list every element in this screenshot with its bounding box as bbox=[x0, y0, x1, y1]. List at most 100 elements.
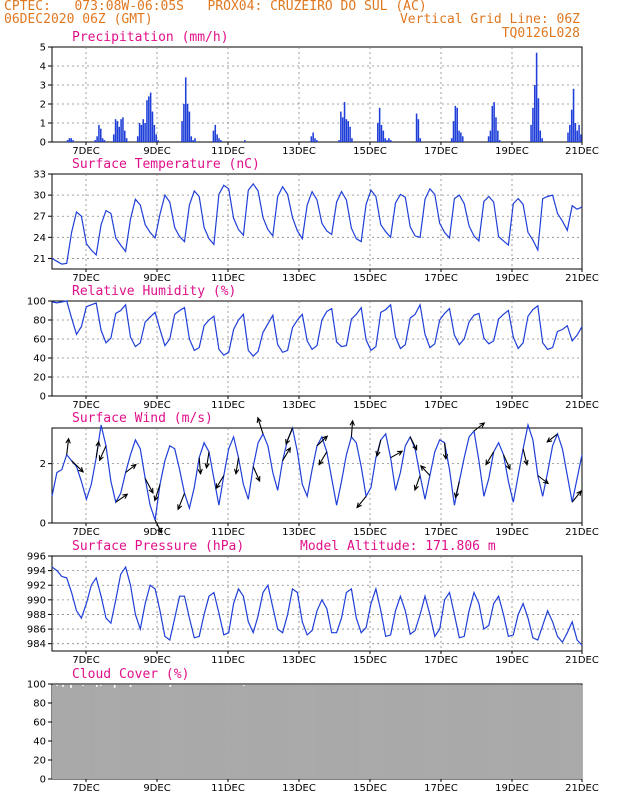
wind-arrow bbox=[98, 445, 107, 462]
precip-bar bbox=[419, 138, 422, 142]
precip-bar bbox=[456, 107, 458, 142]
wind-arrow bbox=[318, 451, 328, 466]
cloud-bar bbox=[153, 684, 156, 779]
cloud-bar bbox=[177, 684, 180, 779]
precip-bar bbox=[216, 134, 218, 142]
cloud-bar bbox=[427, 684, 430, 779]
x-tick-label: 17DEC bbox=[424, 273, 458, 284]
x-tick-label: 13DEC bbox=[282, 146, 316, 157]
precip-bar bbox=[212, 130, 215, 142]
cloud-bar bbox=[540, 684, 543, 779]
cloud-bar bbox=[355, 684, 358, 779]
precip-bar bbox=[450, 138, 453, 142]
precip-bar bbox=[316, 140, 318, 142]
cloud-bar bbox=[492, 684, 495, 779]
wind-arrow bbox=[375, 439, 382, 458]
cloud-bar bbox=[381, 684, 384, 779]
cloud-bar bbox=[169, 686, 172, 779]
y-tick-label: 1 bbox=[40, 119, 46, 130]
cloud-bar bbox=[250, 684, 253, 779]
cloud-bar bbox=[139, 684, 142, 779]
x-tick-label: 21DEC bbox=[565, 146, 599, 157]
cloud-bar bbox=[81, 685, 85, 779]
panel-frame bbox=[51, 46, 583, 143]
x-tick-label: 21DEC bbox=[565, 527, 599, 538]
cloud-bar bbox=[339, 684, 343, 779]
wind-arrow bbox=[233, 457, 240, 475]
precip-bar bbox=[345, 119, 348, 142]
x-tick-label: 15DEC bbox=[353, 146, 387, 157]
cloud-bar bbox=[147, 684, 150, 779]
cloud-bar bbox=[236, 684, 239, 779]
cloud-bar bbox=[188, 684, 192, 779]
precip-bar bbox=[574, 123, 577, 142]
precip-bar bbox=[497, 130, 499, 142]
x-tick-label: 19DEC bbox=[495, 527, 529, 538]
cloud-bar bbox=[425, 684, 428, 779]
precip-bar bbox=[244, 140, 246, 142]
cloud-bar bbox=[183, 684, 186, 779]
cloud-bar bbox=[316, 684, 319, 779]
cloud-bar bbox=[135, 684, 138, 779]
precip-bar bbox=[149, 92, 152, 142]
precip-bar bbox=[68, 138, 71, 142]
cloud-bar bbox=[454, 684, 458, 779]
y-tick-label: 40 bbox=[33, 737, 46, 748]
cloud-bar bbox=[345, 684, 349, 779]
cloud-bar bbox=[570, 684, 573, 779]
wind-arrow bbox=[153, 484, 161, 502]
precip-bar bbox=[458, 130, 460, 142]
precip-bar bbox=[125, 138, 128, 142]
precip-bar bbox=[539, 130, 542, 142]
precip-bar bbox=[491, 105, 494, 142]
cloud-bar bbox=[59, 684, 63, 779]
x-tick-label: 7DEC bbox=[72, 655, 99, 666]
precip-bar bbox=[351, 138, 353, 142]
cloud-bar bbox=[222, 684, 225, 779]
x-tick-label: 7DEC bbox=[72, 400, 99, 411]
cloud-bar bbox=[186, 684, 190, 779]
panel-annotation: Model Altitude: 171.806 m bbox=[300, 539, 496, 554]
cloud-bar bbox=[69, 687, 73, 779]
x-tick-label: 11DEC bbox=[211, 527, 245, 538]
cloud-bar bbox=[333, 684, 337, 779]
x-tick-label: 11DEC bbox=[211, 146, 245, 157]
cloud-bar bbox=[214, 684, 218, 779]
cloud-bar bbox=[103, 684, 106, 779]
cloud-bar bbox=[286, 684, 289, 779]
cloud-bar bbox=[399, 684, 402, 779]
cloud-bar bbox=[163, 684, 166, 779]
precip-bar bbox=[148, 96, 150, 142]
wind-arrow bbox=[537, 475, 550, 485]
panel-frame bbox=[51, 173, 583, 270]
cloud-bar bbox=[57, 684, 61, 779]
y-tick-label: 100 bbox=[27, 297, 46, 308]
precip-bar bbox=[380, 124, 383, 142]
cloud-bar bbox=[504, 684, 507, 779]
cloud-bar bbox=[530, 684, 533, 779]
wind-arrow bbox=[204, 451, 210, 470]
cloud-bar bbox=[460, 684, 464, 779]
precip-bar bbox=[94, 140, 97, 142]
y-tick-label: 27 bbox=[33, 212, 46, 223]
cloud-bar bbox=[125, 684, 128, 779]
cloud-bar bbox=[439, 684, 442, 779]
cloud-bar bbox=[496, 684, 499, 779]
cloud-bar bbox=[456, 684, 460, 779]
panel-frame bbox=[51, 555, 583, 652]
cloud-bar bbox=[395, 684, 398, 779]
cloud-bar bbox=[111, 684, 114, 779]
wind-arrow bbox=[252, 466, 261, 483]
cloud-bar bbox=[179, 684, 182, 779]
cloud-bar bbox=[252, 684, 255, 779]
cloud-bar bbox=[371, 684, 374, 779]
wind-arrow bbox=[65, 437, 71, 455]
panel-frame bbox=[51, 300, 583, 397]
cloud-bar bbox=[552, 684, 555, 779]
cloud-bar bbox=[470, 684, 474, 779]
wind-arrow bbox=[282, 446, 291, 461]
cloud-bar bbox=[468, 684, 472, 779]
cloud-bar bbox=[506, 684, 509, 779]
cloud-bar bbox=[280, 684, 283, 779]
cloud-bar bbox=[292, 684, 295, 779]
